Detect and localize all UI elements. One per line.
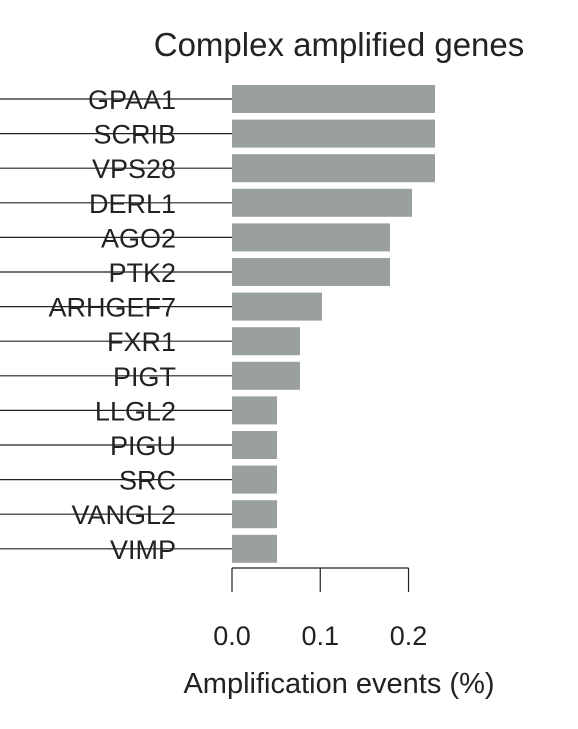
bar-ago2 [232, 223, 390, 251]
x-tick-label: 0.0 [213, 621, 251, 651]
category-label-arhgef7: ARHGEF7 [48, 293, 176, 323]
category-label-src: SRC [119, 466, 176, 496]
bar-ptk2 [232, 258, 390, 286]
x-axis: 0.0 0.1 0.2 [213, 568, 427, 651]
bars [232, 85, 435, 563]
category-label-ptk2: PTK2 [108, 258, 176, 288]
bar-derl1 [232, 189, 412, 217]
bar-vangl2 [232, 500, 277, 528]
bar-scrib [232, 120, 435, 148]
y-axis: GPAA1 SCRIB VPS28 DERL1 AGO2 PTK2 ARHGEF7 FXR1 P… [0, 85, 232, 565]
category-label-vimp: VIMP [110, 535, 176, 565]
category-label-pigu: PIGU [110, 431, 176, 461]
x-tick-label: 0.2 [390, 621, 428, 651]
bar-pigt [232, 362, 300, 390]
bar-src [232, 466, 277, 494]
x-axis-label: Amplification events (%) [183, 668, 494, 700]
x-tick-label: 0.1 [301, 621, 339, 651]
bar-vps28 [232, 154, 435, 182]
bar-pigu [232, 431, 277, 459]
category-label-llgl2: LLGL2 [95, 396, 176, 426]
bar-fxr1 [232, 327, 300, 355]
category-label-fxr1: FXR1 [107, 327, 176, 357]
category-label-scrib: SCRIB [93, 120, 176, 150]
category-label-ago2: AGO2 [101, 223, 176, 253]
bar-gpaa1 [232, 85, 435, 113]
category-label-derl1: DERL1 [89, 189, 176, 219]
chart-title: Complex amplified genes [154, 26, 525, 63]
bar-llgl2 [232, 396, 277, 424]
category-label-gpaa1: GPAA1 [88, 85, 176, 115]
bar-vimp [232, 535, 277, 563]
category-label-pigt: PIGT [113, 362, 176, 392]
category-label-vps28: VPS28 [92, 154, 176, 184]
category-label-vangl2: VANGL2 [71, 500, 176, 530]
bar-arhgef7 [232, 293, 322, 321]
